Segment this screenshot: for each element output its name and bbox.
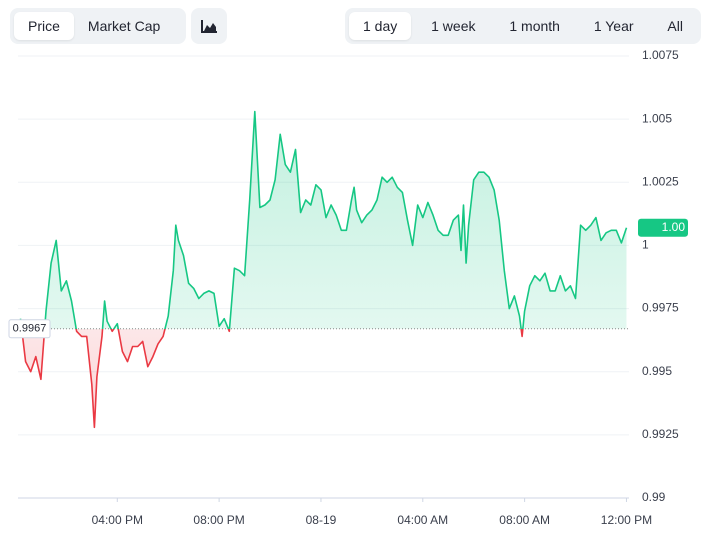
x-tick-label: 04:00 AM <box>397 513 448 527</box>
current-price-label: 1.00 <box>662 220 686 234</box>
tab[interactable]: All <box>667 18 683 34</box>
chart-type-button[interactable] <box>191 8 227 44</box>
tab[interactable]: 1 day <box>349 12 412 40</box>
tab[interactable]: Price <box>14 12 74 40</box>
y-tick-label: 1.0075 <box>642 48 679 62</box>
x-tick-label: 08:00 PM <box>193 513 244 527</box>
tab[interactable]: 1 Year <box>593 18 634 34</box>
y-tick-label: 1.005 <box>642 111 672 125</box>
metric-tabs: Price Market Cap <box>10 8 186 44</box>
current-price-box <box>638 218 688 237</box>
area <box>20 111 627 428</box>
tab[interactable]: 1 week <box>431 18 476 34</box>
y-tick-label: 0.9925 <box>642 427 679 441</box>
price-line <box>19 110 628 429</box>
y-tick-label: 0.99 <box>642 490 666 504</box>
tab[interactable]: Market Cap <box>87 18 161 34</box>
x-tick-label: 12:00 PM <box>601 513 652 527</box>
baseline-label-box <box>8 319 51 339</box>
area-icon <box>201 20 217 33</box>
x-tick-label: 08-19 <box>306 513 337 527</box>
y-tick-label: 1 <box>642 238 649 252</box>
x-tick-label: 04:00 PM <box>92 513 143 527</box>
y-tick-label: 1.0025 <box>642 174 679 188</box>
y-tick-label: 0.995 <box>642 364 672 378</box>
x-tick-label: 08:00 AM <box>499 513 550 527</box>
baseline-label: 0.9967 <box>13 323 47 335</box>
tab[interactable]: 1 month <box>509 18 560 34</box>
y-tick-label: 0.9975 <box>642 301 679 315</box>
range-tabs: 1 day 1 week 1 month 1 Year All <box>345 8 701 44</box>
